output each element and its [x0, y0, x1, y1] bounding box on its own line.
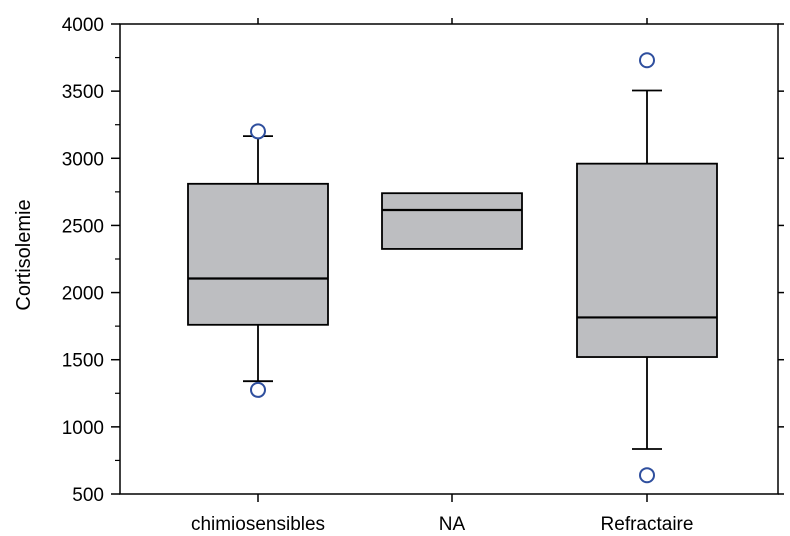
- box-na: [381, 192, 523, 250]
- y-axis: 500 1000 1500 2000 2500 3000 3500 4000: [62, 15, 784, 506]
- outlier-point: [639, 52, 655, 69]
- x-tick-label: Refractaire: [601, 514, 694, 535]
- outlier-point: [250, 123, 266, 140]
- y-tick-label: 3500: [62, 82, 104, 103]
- y-axis-label: Cortisolemie: [13, 199, 35, 310]
- iqr-box: [576, 162, 718, 358]
- boxes: [187, 52, 718, 484]
- y-tick-label: 2000: [62, 284, 104, 305]
- x-tick-label: chimiosensibles: [191, 514, 325, 535]
- y-tick-label: 3000: [62, 149, 104, 170]
- box-chimiosensibles: [187, 123, 329, 398]
- y-tick-label: 1500: [62, 351, 104, 372]
- outlier-point: [639, 467, 655, 484]
- y-tick-label: 1000: [62, 418, 104, 439]
- outlier-point: [250, 381, 266, 398]
- iqr-box: [381, 192, 523, 250]
- box-refractaire: [576, 52, 718, 484]
- x-tick-label: NA: [439, 514, 466, 535]
- y-tick-label: 500: [72, 485, 104, 506]
- x-axis: chimiosensibles NA Refractaire: [191, 18, 694, 535]
- y-tick-label: 2500: [62, 216, 104, 237]
- iqr-box: [187, 182, 329, 326]
- y-tick-label: 4000: [62, 15, 104, 36]
